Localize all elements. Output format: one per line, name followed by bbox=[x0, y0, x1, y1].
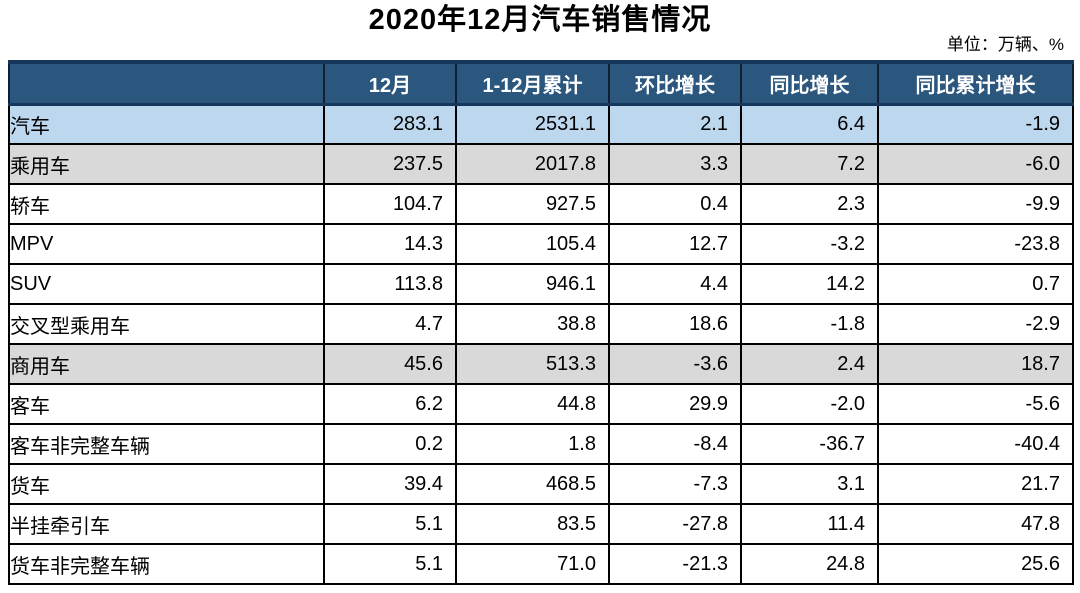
cell-value: 4.4 bbox=[608, 263, 742, 305]
table-header: 12月 1-12月累计 环比增长 同比增长 同比累计增长 bbox=[8, 60, 1074, 106]
cell-value: 5.1 bbox=[323, 543, 457, 585]
row-label: 半挂牵引车 bbox=[8, 503, 325, 545]
cell-value: 11.4 bbox=[740, 503, 879, 545]
auto-sales-table: 12月 1-12月累计 环比增长 同比增长 同比累计增长 汽车 283.1 2531.1 2.… bbox=[8, 60, 1074, 585]
row-label: SUV bbox=[8, 263, 325, 305]
cell-value: 0.4 bbox=[608, 183, 742, 225]
cell-value: 47.8 bbox=[877, 503, 1074, 545]
table-row: 半挂牵引车 5.1 83.5 -27.8 11.4 47.8 bbox=[8, 503, 1074, 545]
cell-value: -21.3 bbox=[608, 543, 742, 585]
cell-value: 283.1 bbox=[323, 103, 457, 145]
cell-value: 237.5 bbox=[323, 143, 457, 185]
table-row: 轿车 104.7 927.5 0.4 2.3 -9.9 bbox=[8, 183, 1074, 225]
row-label: 客车非完整车辆 bbox=[8, 423, 325, 465]
cell-value: -8.4 bbox=[608, 423, 742, 465]
cell-value: 24.8 bbox=[740, 543, 879, 585]
cell-value: -1.9 bbox=[877, 103, 1074, 145]
row-label: 乘用车 bbox=[8, 143, 325, 185]
column-header: 同比增长 bbox=[740, 60, 879, 106]
cell-value: 105.4 bbox=[455, 223, 610, 265]
cell-value: -9.9 bbox=[877, 183, 1074, 225]
cell-value: 2.1 bbox=[608, 103, 742, 145]
cell-value: 21.7 bbox=[877, 463, 1074, 505]
cell-value: 0.2 bbox=[323, 423, 457, 465]
cell-value: 2017.8 bbox=[455, 143, 610, 185]
cell-value: 3.3 bbox=[608, 143, 742, 185]
cell-value: -2.0 bbox=[740, 383, 879, 425]
cell-value: 14.3 bbox=[323, 223, 457, 265]
cell-value: -36.7 bbox=[740, 423, 879, 465]
table-row: 交叉型乘用车 4.7 38.8 18.6 -1.8 -2.9 bbox=[8, 303, 1074, 345]
cell-value: -3.2 bbox=[740, 223, 879, 265]
cell-value: -6.0 bbox=[877, 143, 1074, 185]
cell-value: 1.8 bbox=[455, 423, 610, 465]
cell-value: 7.2 bbox=[740, 143, 879, 185]
table-row: 汽车 283.1 2531.1 2.1 6.4 -1.9 bbox=[8, 103, 1074, 145]
cell-value: -40.4 bbox=[877, 423, 1074, 465]
cell-value: 468.5 bbox=[455, 463, 610, 505]
table-row: 货车非完整车辆 5.1 71.0 -21.3 24.8 25.6 bbox=[8, 543, 1074, 585]
table-row: SUV 113.8 946.1 4.4 14.2 0.7 bbox=[8, 263, 1074, 305]
cell-value: -5.6 bbox=[877, 383, 1074, 425]
cell-value: 4.7 bbox=[323, 303, 457, 345]
cell-value: 83.5 bbox=[455, 503, 610, 545]
column-header: 12月 bbox=[323, 60, 457, 106]
cell-value: 2.4 bbox=[740, 343, 879, 385]
cell-value: 0.7 bbox=[877, 263, 1074, 305]
cell-value: 113.8 bbox=[323, 263, 457, 305]
cell-value: 6.4 bbox=[740, 103, 879, 145]
header-row: 12月 1-12月累计 环比增长 同比增长 同比累计增长 bbox=[8, 60, 1074, 106]
cell-value: 3.1 bbox=[740, 463, 879, 505]
cell-value: 44.8 bbox=[455, 383, 610, 425]
cell-value: 946.1 bbox=[455, 263, 610, 305]
cell-value: -23.8 bbox=[877, 223, 1074, 265]
cell-value: -27.8 bbox=[608, 503, 742, 545]
row-label: 汽车 bbox=[8, 103, 325, 145]
cell-value: 2.3 bbox=[740, 183, 879, 225]
unit-note: 单位：万辆、% bbox=[946, 35, 1064, 54]
column-header: 1-12月累计 bbox=[455, 60, 610, 106]
cell-value: 14.2 bbox=[740, 263, 879, 305]
cell-value: 71.0 bbox=[455, 543, 610, 585]
table-row: 商用车 45.6 513.3 -3.6 2.4 18.7 bbox=[8, 343, 1074, 385]
row-label: 轿车 bbox=[8, 183, 325, 225]
cell-value: -3.6 bbox=[608, 343, 742, 385]
page-title: 2020年12月汽车销售情况 bbox=[368, 4, 712, 36]
table-row: 货车 39.4 468.5 -7.3 3.1 21.7 bbox=[8, 463, 1074, 505]
cell-value: 38.8 bbox=[455, 303, 610, 345]
row-label: 货车 bbox=[8, 463, 325, 505]
cell-value: 25.6 bbox=[877, 543, 1074, 585]
cell-value: 39.4 bbox=[323, 463, 457, 505]
cell-value: 2531.1 bbox=[455, 103, 610, 145]
cell-value: 927.5 bbox=[455, 183, 610, 225]
cell-value: 104.7 bbox=[323, 183, 457, 225]
table-row: MPV 14.3 105.4 12.7 -3.2 -23.8 bbox=[8, 223, 1074, 265]
table-row: 乘用车 237.5 2017.8 3.3 7.2 -6.0 bbox=[8, 143, 1074, 185]
row-label: MPV bbox=[8, 223, 325, 265]
column-header: 环比增长 bbox=[608, 60, 742, 106]
table-body: 汽车 283.1 2531.1 2.1 6.4 -1.9 乘用车 237.5 2017.8 3.3… bbox=[8, 103, 1074, 585]
cell-value: 18.6 bbox=[608, 303, 742, 345]
table-row: 客车非完整车辆 0.2 1.8 -8.4 -36.7 -40.4 bbox=[8, 423, 1074, 465]
cell-value: 6.2 bbox=[323, 383, 457, 425]
cell-value: -1.8 bbox=[740, 303, 879, 345]
cell-value: 5.1 bbox=[323, 503, 457, 545]
cell-value: -7.3 bbox=[608, 463, 742, 505]
cell-value: 18.7 bbox=[877, 343, 1074, 385]
cell-value: 513.3 bbox=[455, 343, 610, 385]
row-label: 商用车 bbox=[8, 343, 325, 385]
cell-value: 12.7 bbox=[608, 223, 742, 265]
row-label: 货车非完整车辆 bbox=[8, 543, 325, 585]
table-row: 客车 6.2 44.8 29.9 -2.0 -5.6 bbox=[8, 383, 1074, 425]
page: 2020年12月汽车销售情况 单位：万辆、% 12月 1-12月累计 环比增长 同比增… bbox=[0, 3, 1080, 585]
row-label: 客车 bbox=[8, 383, 325, 425]
cell-value: 45.6 bbox=[323, 343, 457, 385]
corner-header-cell bbox=[8, 60, 325, 106]
cell-value: -2.9 bbox=[877, 303, 1074, 345]
row-label: 交叉型乘用车 bbox=[8, 303, 325, 345]
column-header: 同比累计增长 bbox=[877, 60, 1074, 106]
cell-value: 29.9 bbox=[608, 383, 742, 425]
